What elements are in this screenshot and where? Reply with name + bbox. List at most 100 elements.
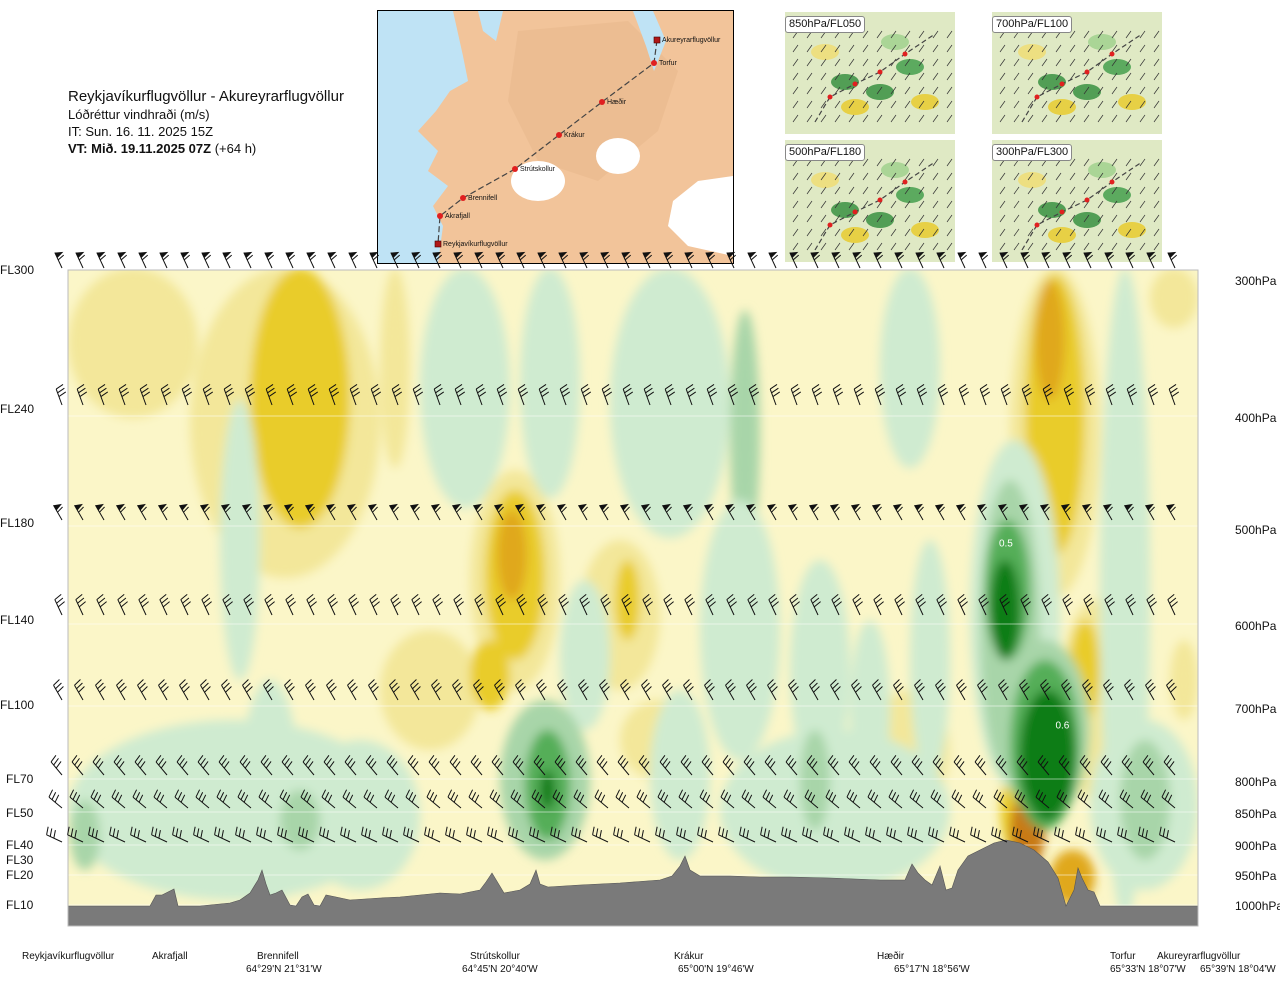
wind-barb: [683, 503, 693, 521]
barb-feather: [55, 761, 62, 769]
barb-feather: [835, 391, 844, 397]
barb-feather: [1105, 383, 1114, 390]
wind-barb: [69, 789, 84, 809]
barb-feather: [183, 686, 190, 693]
barb-shaft: [244, 388, 252, 406]
level-map-barb: [876, 186, 883, 195]
barb-feather: [496, 682, 503, 690]
barb-shaft: [1146, 252, 1155, 269]
barb-feather: [620, 830, 623, 839]
barb-shaft: [516, 599, 525, 616]
barb-pennant: [1125, 251, 1135, 259]
barb-feather: [679, 828, 683, 837]
barb-feather: [579, 594, 587, 600]
barb-feather: [390, 794, 396, 803]
barb-feather: [477, 686, 484, 693]
level-map-barb: [1013, 100, 1020, 109]
wind-barb: [264, 251, 275, 269]
wind-barb: [642, 251, 653, 269]
level-map-barb: [890, 72, 897, 81]
wind-barb: [936, 594, 947, 616]
barb-feather: [685, 682, 692, 690]
barb-feather: [256, 826, 259, 835]
barb-feather: [1147, 682, 1154, 690]
barb-feather: [366, 792, 372, 800]
barb-feather: [219, 792, 225, 800]
glacier-langjokull: [511, 161, 565, 201]
wind-barb: [578, 503, 588, 521]
barb-feather: [1101, 792, 1107, 800]
barb-feather: [576, 792, 582, 800]
barb-feather: [519, 254, 527, 261]
barb-feather: [600, 594, 608, 600]
level-map-barb: [1125, 200, 1132, 209]
barb-feather: [765, 792, 771, 800]
wind-barb: [956, 503, 966, 521]
wind-barb: [1079, 755, 1092, 776]
barb-feather: [813, 506, 819, 513]
barb-feather: [453, 594, 461, 600]
barb-feather: [603, 601, 611, 608]
level-map-barb: [932, 172, 939, 181]
barb-pennant: [453, 251, 463, 259]
barb-shaft: [685, 388, 693, 406]
barb-feather: [93, 792, 99, 800]
barb-feather: [1064, 597, 1072, 604]
level-map-barb: [1139, 214, 1146, 223]
barb-shaft: [349, 388, 357, 406]
wind-barb: [368, 679, 379, 701]
barb-shaft: [769, 388, 777, 406]
terrain-profile: [68, 839, 1198, 926]
barb-feather: [55, 682, 62, 690]
wind-barb: [977, 679, 988, 701]
barb-feather: [244, 682, 251, 690]
level-map-barb: [806, 58, 813, 67]
barb-shaft: [811, 388, 819, 406]
barb-feather: [223, 761, 230, 769]
barb-feather: [750, 506, 756, 513]
barb-feather: [603, 506, 609, 513]
barb-feather: [540, 601, 548, 608]
level-map-barb: [918, 186, 925, 195]
barb-feather: [473, 830, 476, 839]
barb-feather: [960, 387, 968, 394]
barb-shaft: [340, 834, 357, 843]
barb-feather: [667, 391, 676, 397]
level-map-barb: [1125, 30, 1132, 39]
level-map-barb: [1153, 58, 1160, 67]
barb-feather: [477, 254, 485, 261]
barb-feather: [975, 792, 981, 800]
barb-feather: [1128, 601, 1136, 608]
barb-feather: [1023, 506, 1029, 513]
barb-feather: [496, 761, 503, 769]
barb-feather: [265, 682, 272, 690]
level-map-barb: [1139, 186, 1146, 195]
level-map-barb: [918, 72, 925, 81]
barb-feather: [116, 830, 119, 839]
wind-barb: [747, 251, 758, 269]
barb-feather: [849, 792, 855, 800]
barb-feather: [326, 679, 333, 686]
hpa-label: 500hPa: [1235, 523, 1277, 537]
barb-feather: [937, 761, 944, 769]
barb-feather: [57, 601, 65, 608]
barb-feather: [912, 792, 918, 800]
barb-feather: [995, 755, 1002, 763]
barb-feather: [516, 594, 524, 600]
level-map-barb: [1111, 86, 1118, 95]
barb-feather: [394, 391, 403, 397]
barb-shaft: [432, 252, 441, 269]
barb-shaft: [445, 834, 462, 843]
barb-feather: [407, 755, 414, 763]
barb-feather: [246, 686, 253, 693]
level-map-barb: [834, 228, 841, 237]
wind-barb: [937, 383, 949, 406]
barb-feather: [557, 830, 560, 839]
level-map-barb: [1055, 186, 1062, 195]
barb-feather: [1079, 755, 1086, 763]
fl-label: FL70: [6, 772, 34, 786]
barb-pennant: [432, 251, 442, 259]
barb-pennant: [201, 251, 211, 259]
level-map-barb: [904, 214, 911, 223]
barb-shaft: [453, 599, 462, 616]
